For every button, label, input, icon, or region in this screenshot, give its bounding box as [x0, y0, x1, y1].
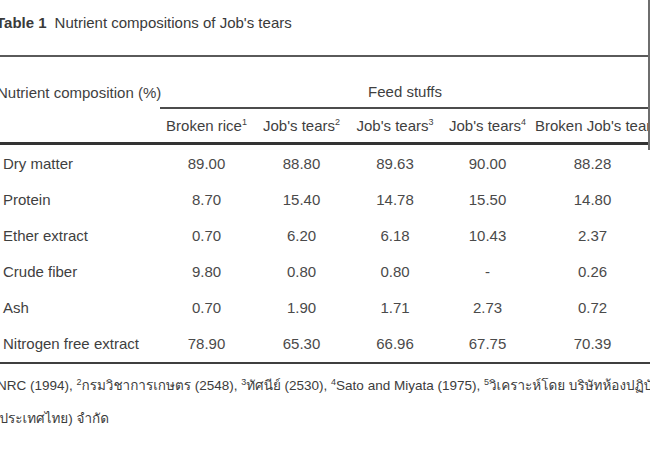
table-row-crude-fiber: Crude fiber 9.80 0.80 0.80 - 0.26 — [0, 253, 650, 289]
column-label: Job's tears — [356, 117, 428, 134]
row-label: Protein — [0, 181, 160, 217]
column-superscript: 1 — [242, 117, 247, 127]
paper-page: Table 1 Nutrient compositions of Job's te… — [0, 0, 650, 450]
value-cell: 0.70 — [160, 289, 253, 325]
value-cell: 90.00 — [440, 144, 535, 182]
row-label: Dry matter — [0, 144, 160, 182]
table-row-ether-extract: Ether extract 0.70 6.20 6.18 10.43 2.37 — [0, 217, 650, 253]
value-cell: 2.37 — [535, 217, 650, 253]
feed-stuffs-spanner: Feed stuffs — [160, 56, 650, 108]
value-cell: 15.50 — [440, 181, 535, 217]
table-row-dry-matter: Dry matter 89.00 88.80 89.63 90.00 88.28 — [0, 144, 650, 182]
value-cell: 6.18 — [350, 217, 440, 253]
value-cell: 67.75 — [440, 325, 535, 363]
column-superscript: 3 — [429, 117, 434, 127]
column-header-broken-jobs-tears: Broken Job's tears5 — [535, 108, 650, 144]
value-cell: 14.78 — [350, 181, 440, 217]
column-label: Job's tears — [263, 117, 335, 134]
group-header-row: Nutrient composition (%) Feed stuffs — [0, 56, 650, 108]
table-row-ash: Ash 0.70 1.90 1.71 2.73 0.72 — [0, 289, 650, 325]
table-caption-number: Table 1 — [0, 14, 47, 31]
value-cell: 70.39 — [535, 325, 650, 363]
column-header-broken-rice: Broken rice1 — [160, 108, 253, 144]
value-cell: 0.26 — [535, 253, 650, 289]
value-cell: 0.70 — [160, 217, 253, 253]
row-header-title: Nutrient composition (%) — [0, 56, 160, 108]
value-cell: 10.43 — [440, 217, 535, 253]
column-header-jobs-tears-4: Job's tears4 — [440, 108, 535, 144]
value-cell: 8.70 — [160, 181, 253, 217]
value-cell: 15.40 — [253, 181, 350, 217]
value-cell: 0.80 — [253, 253, 350, 289]
column-label: Broken Job's tears — [535, 117, 650, 134]
footnote-segment: ทัศนีย์ (2530), — [246, 378, 331, 393]
footnote-line-1: NRC (1994), 2กรมวิชาการเกษตร (2548), 3ทั… — [0, 374, 650, 396]
footnote-segment: NRC (1994), — [0, 378, 77, 393]
value-cell: 2.73 — [440, 289, 535, 325]
row-label: Ash — [0, 289, 160, 325]
value-cell: 1.90 — [253, 289, 350, 325]
column-label: Job's tears — [449, 117, 521, 134]
empty-header-cell — [0, 108, 160, 144]
column-header-row: Broken rice1 Job's tears2 Job's tears3 J… — [0, 108, 650, 144]
nutrient-composition-table: Nutrient composition (%) Feed stuffs Bro… — [0, 55, 650, 364]
row-label: Crude fiber — [0, 253, 160, 289]
column-header-jobs-tears-3: Job's tears3 — [350, 108, 440, 144]
footnote-line-2: (ประเทศไทย) จำกัด — [0, 407, 109, 429]
row-label: Ether extract — [0, 217, 160, 253]
column-header-jobs-tears-2: Job's tears2 — [253, 108, 350, 144]
value-cell: 78.90 — [160, 325, 253, 363]
footnote-segment: Sato and Miyata (1975), — [336, 378, 484, 393]
value-cell: 66.96 — [350, 325, 440, 363]
column-superscript: 4 — [521, 117, 526, 127]
value-cell: 0.72 — [535, 289, 650, 325]
value-cell: 88.28 — [535, 144, 650, 182]
value-cell: 6.20 — [253, 217, 350, 253]
table-row-nitrogen-free-extract: Nitrogen free extract 78.90 65.30 66.96 … — [0, 325, 650, 363]
value-cell: 88.80 — [253, 144, 350, 182]
value-cell: 0.80 — [350, 253, 440, 289]
table-caption-title: Nutrient compositions of Job's tears — [55, 14, 292, 31]
value-cell: 89.00 — [160, 144, 253, 182]
footnote-segment: วิเคราะห์โดย บริษัทห้องปฏิบัติการกลา — [489, 378, 650, 393]
value-cell: 14.80 — [535, 181, 650, 217]
value-cell: 1.71 — [350, 289, 440, 325]
value-cell: 65.30 — [253, 325, 350, 363]
value-cell: - — [440, 253, 535, 289]
table-row-protein: Protein 8.70 15.40 14.78 15.50 14.80 — [0, 181, 650, 217]
value-cell: 89.63 — [350, 144, 440, 182]
value-cell: 9.80 — [160, 253, 253, 289]
row-label: Nitrogen free extract — [0, 325, 160, 363]
column-superscript: 2 — [335, 117, 340, 127]
column-label: Broken rice — [166, 117, 242, 134]
table-caption: Table 1 Nutrient compositions of Job's te… — [0, 14, 292, 31]
footnote-segment: กรมวิชาการเกษตร (2548), — [82, 378, 242, 393]
